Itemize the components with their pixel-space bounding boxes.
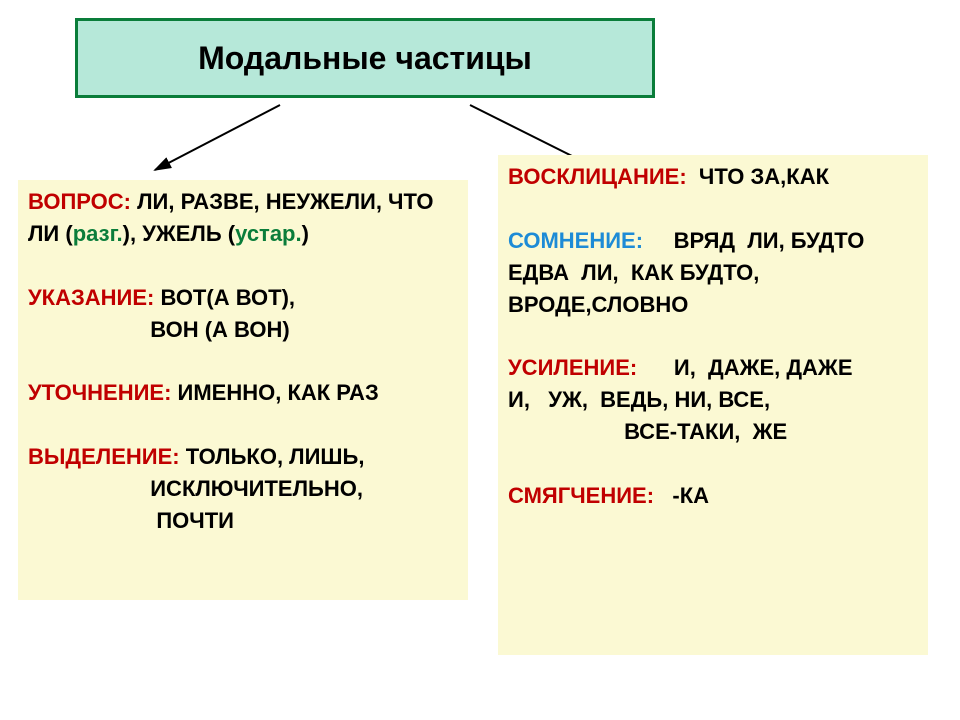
text-segment: ИСКЛЮЧИТЕЛЬНО, — [28, 476, 363, 501]
title-text: Модальные частицы — [198, 40, 532, 77]
title-box: Модальные частицы — [75, 18, 655, 98]
text-segment: -КА — [654, 483, 709, 508]
text-segment: ИМЕННО, КАК РАЗ — [178, 380, 379, 405]
text-segment: ВОН (А ВОН) — [28, 317, 290, 342]
text-segment: УСИЛЕНИЕ: — [508, 355, 637, 380]
text-segment: разг. — [73, 221, 123, 246]
text-segment: ), УЖЕЛЬ ( — [123, 221, 235, 246]
text-segment: устар. — [235, 221, 301, 246]
text-segment: ТОЛЬКО, ЛИШЬ, — [186, 444, 365, 469]
text-segment: СОМНЕНИЕ: — [508, 228, 643, 253]
text-segment: ВОСКЛИЦАНИЕ: — [508, 164, 687, 189]
text-segment: ) — [302, 221, 309, 246]
left-category-box: ВОПРОС: ЛИ, РАЗВЕ, НЕУЖЕЛИ, ЧТО ЛИ (разг… — [18, 180, 468, 600]
text-segment: ЧТО ЗА,КАК — [687, 164, 829, 189]
text-segment: ВОТ(А ВОТ), — [160, 285, 295, 310]
text-segment: СМЯГЧЕНИЕ: — [508, 483, 654, 508]
text-segment: ПОЧТИ — [28, 508, 234, 533]
text-segment: УКАЗАНИЕ: — [28, 285, 160, 310]
text-segment: ВОПРОС: — [28, 189, 137, 214]
text-segment: ВЫДЕЛЕНИЕ: — [28, 444, 186, 469]
text-segment: УТОЧНЕНИЕ: — [28, 380, 178, 405]
text-segment: ВСЕ-ТАКИ, ЖЕ — [508, 419, 787, 444]
right-category-box: ВОСКЛИЦАНИЕ: ЧТО ЗА,КАКСОМНЕНИЕ: ВРЯД ЛИ… — [498, 155, 928, 655]
